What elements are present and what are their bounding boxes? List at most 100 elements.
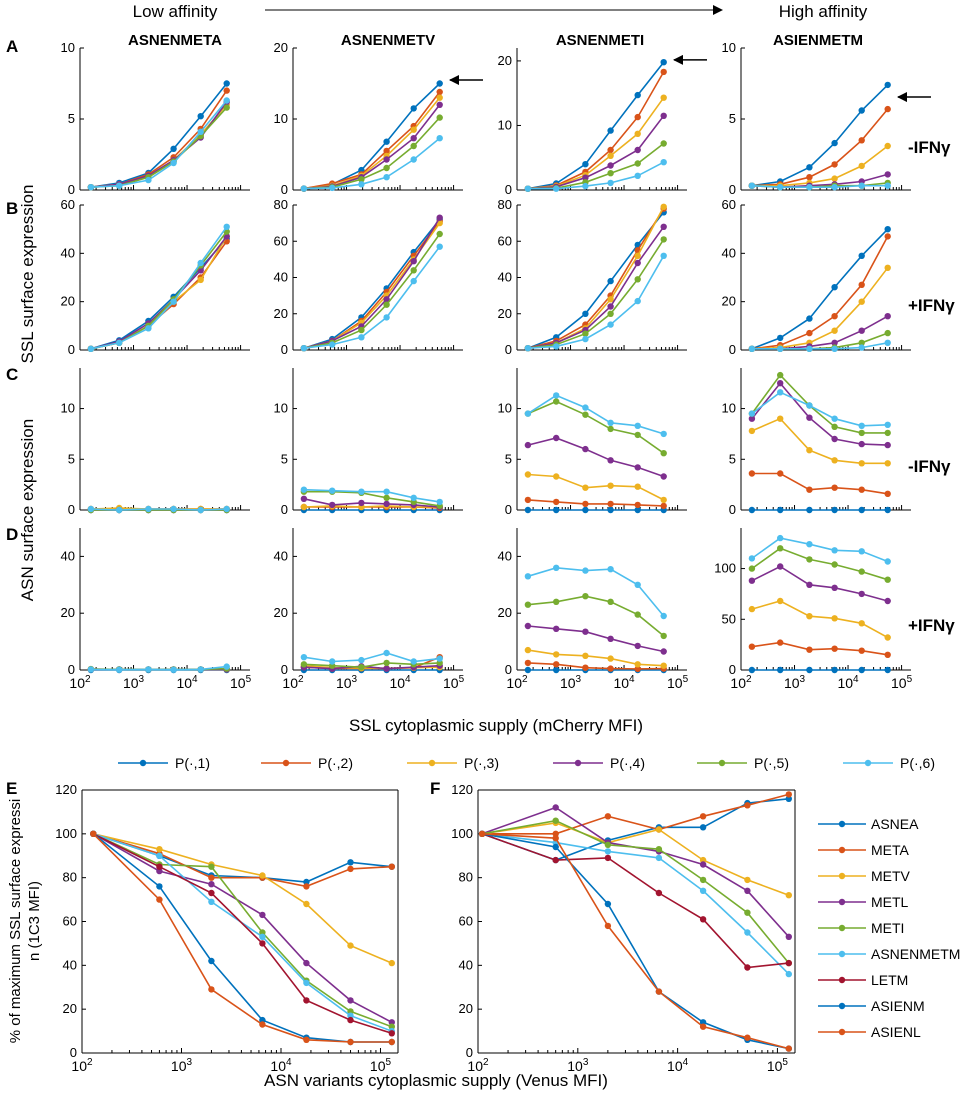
panel-d-col2-xtick-label-4: 104 <box>389 674 411 691</box>
panel-d-col4-series-1-point-0 <box>748 666 756 674</box>
panel-e-xtick-label-4: 104 <box>270 1057 292 1074</box>
panel-a-col3-series-1-point-2 <box>582 161 589 168</box>
panel-f-series-meta-point-6 <box>785 791 792 798</box>
panel-d-col3-series-3-line <box>527 649 664 667</box>
panel-b-col3-series-3-line <box>527 206 665 349</box>
panel-f-series-metv-point-3 <box>655 826 663 833</box>
panel-d-col2-xtick-label-5: 105 <box>443 674 465 691</box>
legend-label-3: P(·,3) <box>464 755 499 771</box>
panel-b-col4-series-3-line <box>751 267 889 350</box>
panel-a-col4-series-2-line <box>751 108 889 187</box>
panel-d-col2-series-6-point-1 <box>329 658 336 665</box>
panel-d-col2-ytick-label-1: 20 <box>274 605 288 620</box>
panel-d-col3-series-5-point-5 <box>660 632 667 640</box>
panel-d-col4-xtick-label-5: 105 <box>891 674 913 691</box>
panel-b-col3-series-3-point-3 <box>607 296 614 303</box>
panel-b-col3-ytick-label-0: 0 <box>505 342 512 357</box>
panel-a-col3-series-6-point-1 <box>553 185 560 192</box>
panel-b-col3-series-2-line <box>527 208 665 349</box>
panel-d-col3-series-3-point-2 <box>582 652 589 659</box>
panel-b-col1-series-6-point-2 <box>145 325 152 332</box>
panel-b-col1-series-6-point-4 <box>197 259 204 267</box>
panel-c-col3-series-2-point-2 <box>582 500 589 508</box>
panel-c-col4-series-4-point-2 <box>806 414 813 421</box>
panel-a-col4-series-2-point-3 <box>831 161 838 168</box>
panel-a-col4-series-2-point-4 <box>858 137 865 144</box>
panel-a-col4-series-6-point-4 <box>858 182 865 189</box>
panel-a-col3-series-6-point-2 <box>582 182 589 190</box>
panel-f-ytick-label-1: 20 <box>459 1001 473 1016</box>
panel-b-col1-series-6-point-1 <box>116 339 123 346</box>
panel-a-col2-series-5-point-2 <box>358 176 365 183</box>
panel-f-series-asienl-point-2 <box>604 922 612 930</box>
panel-a-col3-series-5-point-3 <box>607 170 614 177</box>
panel-c-col4-series-4-point-1 <box>777 380 784 387</box>
ylabel-asn-surface: ASN surface expression <box>18 419 37 601</box>
panel-b-col2-ytick-label-3: 60 <box>274 233 288 248</box>
panel-f-series-letm-point-2 <box>604 854 612 862</box>
panel-d-col1-ytick-label-0: 0 <box>68 662 75 677</box>
panel-c-col2-series-6-point-5 <box>436 498 443 506</box>
panel-c-col3-series-1-point-1 <box>553 506 560 514</box>
panel-a-col2-ytick-label-1: 10 <box>274 111 288 126</box>
panel-a-col4-series-1-line <box>751 84 889 187</box>
panel-e-ytick-label-3: 60 <box>63 914 77 929</box>
panel-e-series-metl-point-3 <box>259 911 266 919</box>
panel-a-col1-series-1-point-3 <box>170 145 177 152</box>
panel-a-col1-series-2-point-5 <box>223 87 230 94</box>
panel-d-col4-series-4-point-3 <box>831 584 838 591</box>
panel-c-col3-series-2-point-4 <box>634 501 641 509</box>
panel-c-col4-series-6-line <box>751 391 888 427</box>
panel-a-col3-series-3-point-4 <box>634 130 641 137</box>
panel-d-col3-series-1-point-1 <box>553 666 560 674</box>
panel-e-series-metl-point-5 <box>347 997 354 1004</box>
panel-c-col3-series-4-point-3 <box>607 457 614 464</box>
panel-a-col3-series-2-line <box>527 71 665 190</box>
panel-a-col4-series-6-line <box>751 184 888 188</box>
panel-e-series-asnenmetm-point-1 <box>156 852 163 859</box>
panel-d-col2-xtick-label-2: 102 <box>282 674 304 691</box>
panel-a-col2-series-3-point-4 <box>410 126 417 133</box>
panel-b-col4-series-1-point-2 <box>806 315 813 322</box>
panel-e-series-asienm-point-1 <box>156 883 163 890</box>
panel-f-series-meta-point-2 <box>604 813 612 820</box>
panel-d-col3-ytick-label-2: 40 <box>498 548 512 563</box>
panel-f-series-letm-point-1 <box>552 856 559 864</box>
panel-d-col1-plot: 0 20 40 102 103 104 105 <box>61 528 252 691</box>
panel-e-plot: 0 20 40 60 80 100 120 102 103 104 105 <box>55 782 399 1074</box>
panel-c-col3-series-3-line <box>527 473 665 501</box>
panel-d-col1-ytick-label-1: 20 <box>61 605 75 620</box>
panel-f-series-asienm-line <box>481 833 789 1050</box>
panel-b-col2-series-1-line <box>303 219 441 349</box>
panel-c-col4-series-2-point-1 <box>777 470 784 477</box>
panel-d-col3-series-5-point-4 <box>634 611 641 618</box>
panel-b-col3-series-5-line <box>527 238 665 349</box>
panel-c-col4-series-5-line <box>751 373 888 434</box>
panel-d-col3-series-2-point-0 <box>524 659 532 667</box>
panel-d-col1-series-6-line <box>90 665 227 671</box>
panel-a-col3-series-1-point-4 <box>634 91 641 99</box>
panel-b-col3-series-5-point-5 <box>660 236 667 243</box>
panel-b-col1-series-6-point-3 <box>170 298 177 305</box>
panel-c-col3-series-6-point-1 <box>553 392 560 399</box>
panel-b-col4-series-4-point-5 <box>884 313 891 320</box>
variant-legend-marker-2 <box>838 846 846 854</box>
panel-e-series-letm-point-3 <box>259 940 266 947</box>
panel-a-col1-series-1-point-4 <box>197 113 204 120</box>
panel-letter-f: F <box>430 779 440 798</box>
panel-f-series-asnenmetm-line <box>482 833 790 975</box>
legend-marker-2 <box>282 759 290 767</box>
panel-d-col4-series-5-line <box>751 547 888 581</box>
panel-d-col3-series-4-point-5 <box>660 648 667 655</box>
panel-c-col3-series-5-point-2 <box>582 411 589 418</box>
panel-b-col3-series-4-point-4 <box>634 259 641 267</box>
panel-a-col2-series-5-line <box>303 117 441 190</box>
panel-d-col3-series-4-point-0 <box>524 622 532 630</box>
panel-c-col2-series-6-point-0 <box>300 486 308 493</box>
panel-b-col2-series-6-point-1 <box>329 341 336 348</box>
panel-b-col4-series-6-point-4 <box>858 344 865 351</box>
panel-c-col3-series-6-point-0 <box>524 410 532 417</box>
panel-b-col4-series-2-point-4 <box>858 281 865 288</box>
panel-f-ytick-label-0: 0 <box>466 1045 473 1060</box>
panel-d-col4-series-4-point-5 <box>884 597 891 605</box>
